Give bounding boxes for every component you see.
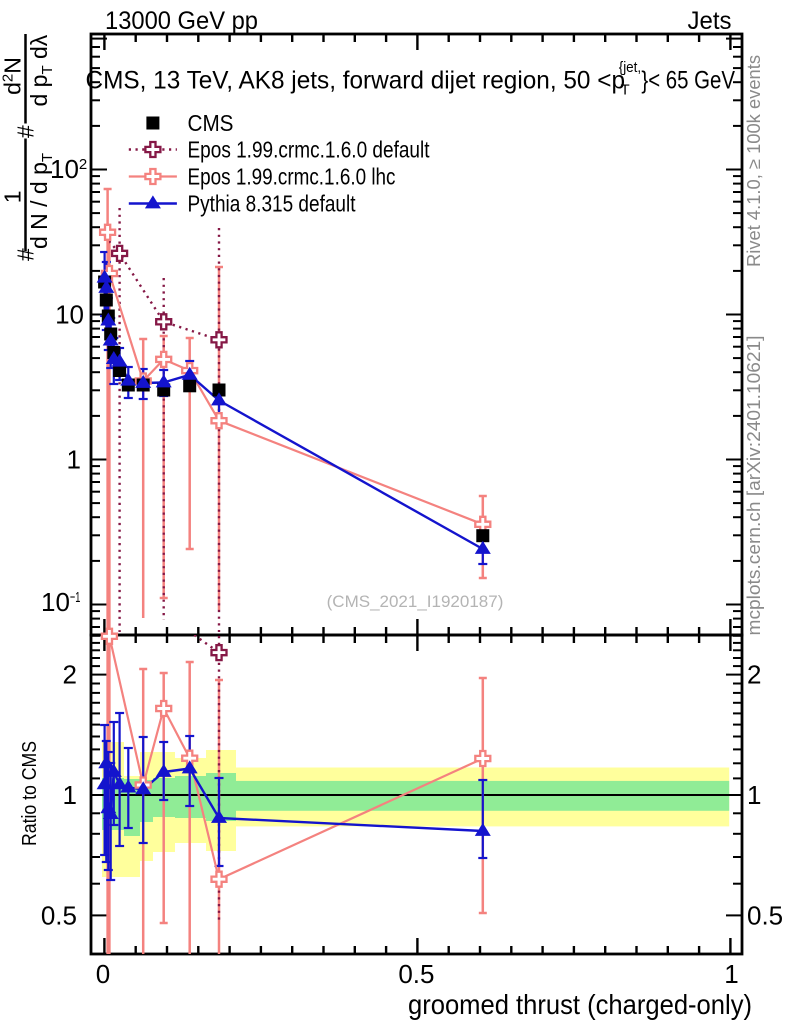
svg-text:Jets: Jets (688, 7, 732, 35)
svg-text:Rivet 4.1.0, ≥ 100k events: Rivet 4.1.0, ≥ 100k events (744, 55, 764, 267)
svg-text:Epos 1.99.crmc.1.6.0 lhc: Epos 1.99.crmc.1.6.0 lhc (188, 164, 396, 190)
svg-text:1: 1 (747, 780, 761, 810)
svg-text:2: 2 (63, 660, 77, 690)
svg-text:CMS: CMS (188, 110, 234, 136)
svg-text:Ratio to CMS: Ratio to CMS (19, 741, 41, 846)
svg-text:CMS, 13 TeV, AK8 jets, forward: CMS, 13 TeV, AK8 jets, forward dijet reg… (86, 66, 626, 94)
svg-text:0.5: 0.5 (41, 900, 77, 930)
svg-text:mcplots.cern.ch [arXiv:2401.10: mcplots.cern.ch [arXiv:2401.10621] (744, 336, 764, 636)
svg-text:1: 1 (0, 190, 26, 203)
svg-text:groomed thrust (charged-only): groomed thrust (charged-only) (408, 989, 752, 1020)
svg-text:T: T (621, 82, 630, 99)
svg-text:2: 2 (747, 660, 761, 690)
svg-text:Epos 1.99.crmc.1.6.0 default: Epos 1.99.crmc.1.6.0 default (188, 137, 431, 163)
svg-text:(CMS_2021_I1920187): (CMS_2021_I1920187) (327, 592, 504, 611)
svg-text:d N / d pT: d N / d pT (26, 153, 56, 249)
svg-text:10: 10 (55, 300, 84, 330)
svg-text:Pythia 8.315 default: Pythia 8.315 default (188, 191, 356, 217)
svg-text:1: 1 (67, 445, 81, 475)
svg-text:0.5: 0.5 (747, 900, 783, 930)
svg-text:0: 0 (96, 959, 110, 989)
svg-text:13000 GeV pp: 13000 GeV pp (105, 7, 258, 35)
svg-text:d pT dλ: d pT dλ (26, 34, 56, 106)
svg-text:#: # (13, 125, 39, 138)
svg-text:}< 65 GeV: }< 65 GeV (641, 66, 735, 94)
svg-text:0.5: 0.5 (398, 959, 434, 989)
svg-text:1: 1 (63, 780, 77, 810)
svg-text:#: # (13, 248, 39, 261)
svg-text:{jet,: {jet, (619, 59, 642, 76)
svg-text:1: 1 (724, 959, 738, 989)
